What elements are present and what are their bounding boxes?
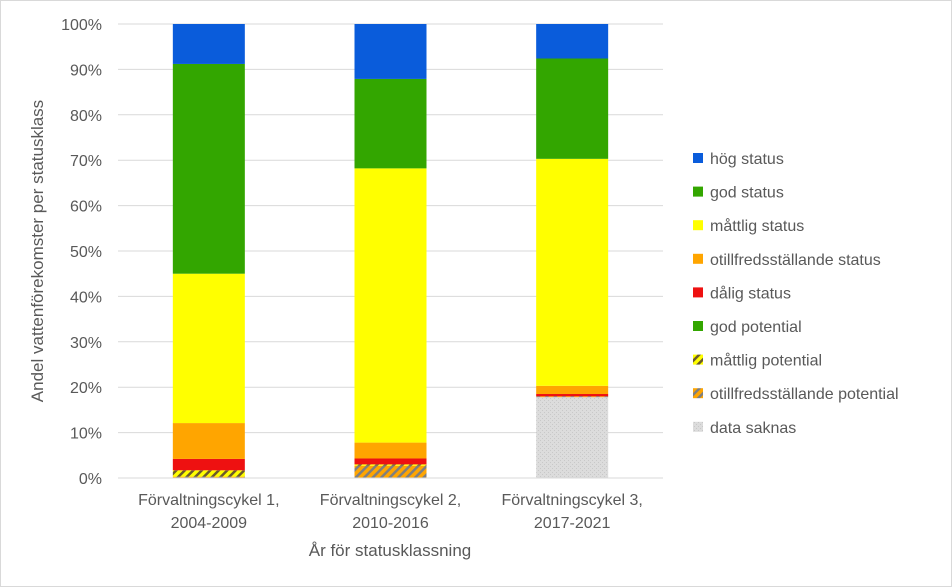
bars [172,24,609,478]
bar-segment [536,158,609,386]
legend-label: otillfredsställande potential [710,386,899,403]
legend-swatch [693,321,703,331]
legend-label: data saknas [710,420,796,437]
legend-swatch [693,220,703,231]
y-tick-label: 50% [70,244,102,261]
bar-segment [354,442,427,459]
bar-segment [354,464,427,466]
y-tick-label: 10% [70,426,102,443]
bar-segment [172,470,245,477]
bar-segment [536,397,609,478]
bar-segment [354,24,427,79]
legend-label: måttlig potential [710,352,822,370]
y-tick-label: 30% [70,335,102,352]
legend-label: god potential [710,319,802,336]
y-tick-label: 20% [70,380,102,397]
bar-segment [536,396,609,398]
x-tick-label: Förvaltningscykel 3, [501,492,642,509]
legend-swatch [693,287,703,298]
legend: hög status god status måttlig status otillf… [693,151,899,437]
x-tick-label: 2017-2021 [534,515,611,532]
legend-label: dålig status [710,284,791,302]
y-tick-label: 80% [70,108,102,125]
bar-segment [536,394,609,397]
legend-label: måttlig status [710,217,804,235]
legend-swatch [693,153,703,163]
legend-swatch [693,388,703,399]
bar-segment [354,465,427,478]
bar-segment [536,385,609,395]
y-axis-title: Andel vattenförekomster per statusklass [28,100,47,402]
y-axis: 0% 10% 20% 30% 40% 50% 60% 70% 80% 90% 100% [61,17,102,488]
bar-segment [172,423,245,459]
legend-label: otillfredsställande status [710,252,881,269]
x-tick-label: Förvaltningscykel 2, [320,492,461,509]
legend-swatch [693,253,703,264]
y-tick-label: 90% [70,62,102,79]
x-axis-title: År för statusklassning [309,541,472,560]
y-tick-label: 40% [70,289,102,306]
bar-segment [536,58,609,159]
bar-segment [172,273,245,424]
y-tick-label: 60% [70,199,102,216]
legend-swatch [693,186,703,197]
bar-segment [172,63,245,274]
legend-label: god status [710,185,784,202]
x-tick-label: 2004-2009 [171,515,248,532]
x-tick-label: 2010-2016 [352,515,429,532]
legend-swatch [693,421,703,432]
bar-segment [172,24,245,64]
bar-segment [354,78,427,169]
bar-segment [354,458,427,465]
x-axis: Förvaltningscykel 1, 2004-2009 Förvaltning… [118,477,663,532]
bar-segment [172,476,245,478]
legend-label: hög status [710,151,784,168]
x-tick-label: Förvaltningscykel 1, [138,492,279,509]
legend-swatch [693,354,703,365]
bar-segment [172,458,245,471]
y-tick-label: 0% [79,471,102,488]
bar-segment [354,168,427,443]
y-tick-label: 100% [61,17,102,34]
bar-segment [536,24,609,59]
y-tick-label: 70% [70,153,102,170]
